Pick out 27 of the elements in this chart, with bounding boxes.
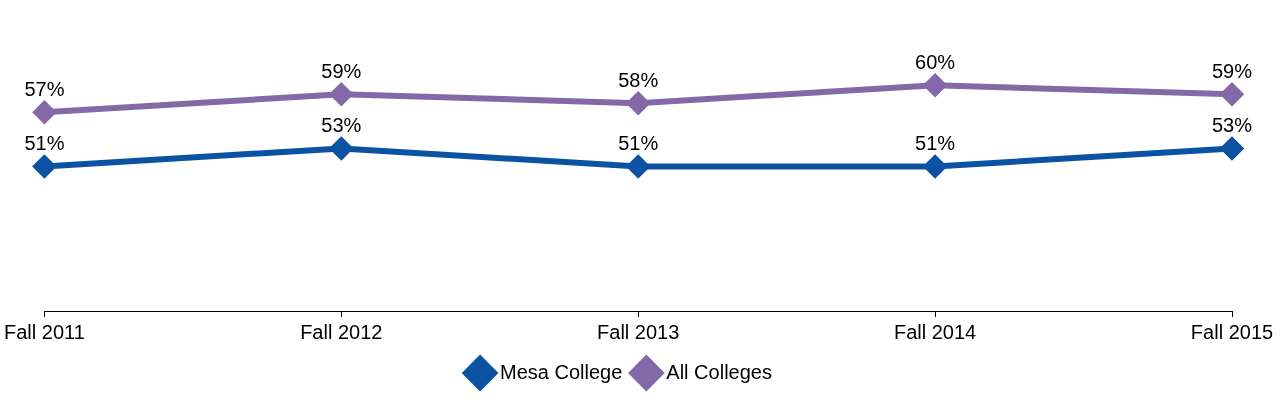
point [33, 155, 56, 178]
point [33, 101, 56, 124]
data-label: 53% [321, 113, 362, 136]
data-label: 53% [1211, 113, 1253, 136]
data-label: 59% [1211, 59, 1253, 82]
point [1221, 83, 1243, 106]
data-label: 51% [915, 131, 956, 154]
x-tick-label: Fall 2014 [893, 320, 977, 343]
data-label: 58% [618, 68, 659, 91]
data-label: 59% [321, 59, 362, 82]
point [330, 137, 353, 160]
data-label: 57% [24, 77, 65, 100]
data-label: 60% [915, 50, 956, 73]
point [330, 83, 353, 106]
legend-label: Mesa College [500, 360, 623, 383]
legend-label: All Colleges [666, 360, 772, 383]
point [924, 155, 947, 178]
x-tick-label: Fall 2015 [1190, 320, 1274, 343]
x-tick-label: Fall 2011 [4, 320, 85, 343]
x-tick-label: Fall 2013 [597, 320, 680, 343]
data-label: 51% [618, 131, 659, 154]
point [627, 92, 650, 115]
data-label: 51% [24, 131, 65, 154]
x-tick-label: Fall 2012 [300, 320, 383, 343]
point [924, 74, 947, 97]
point [627, 155, 650, 178]
point [1221, 137, 1243, 160]
